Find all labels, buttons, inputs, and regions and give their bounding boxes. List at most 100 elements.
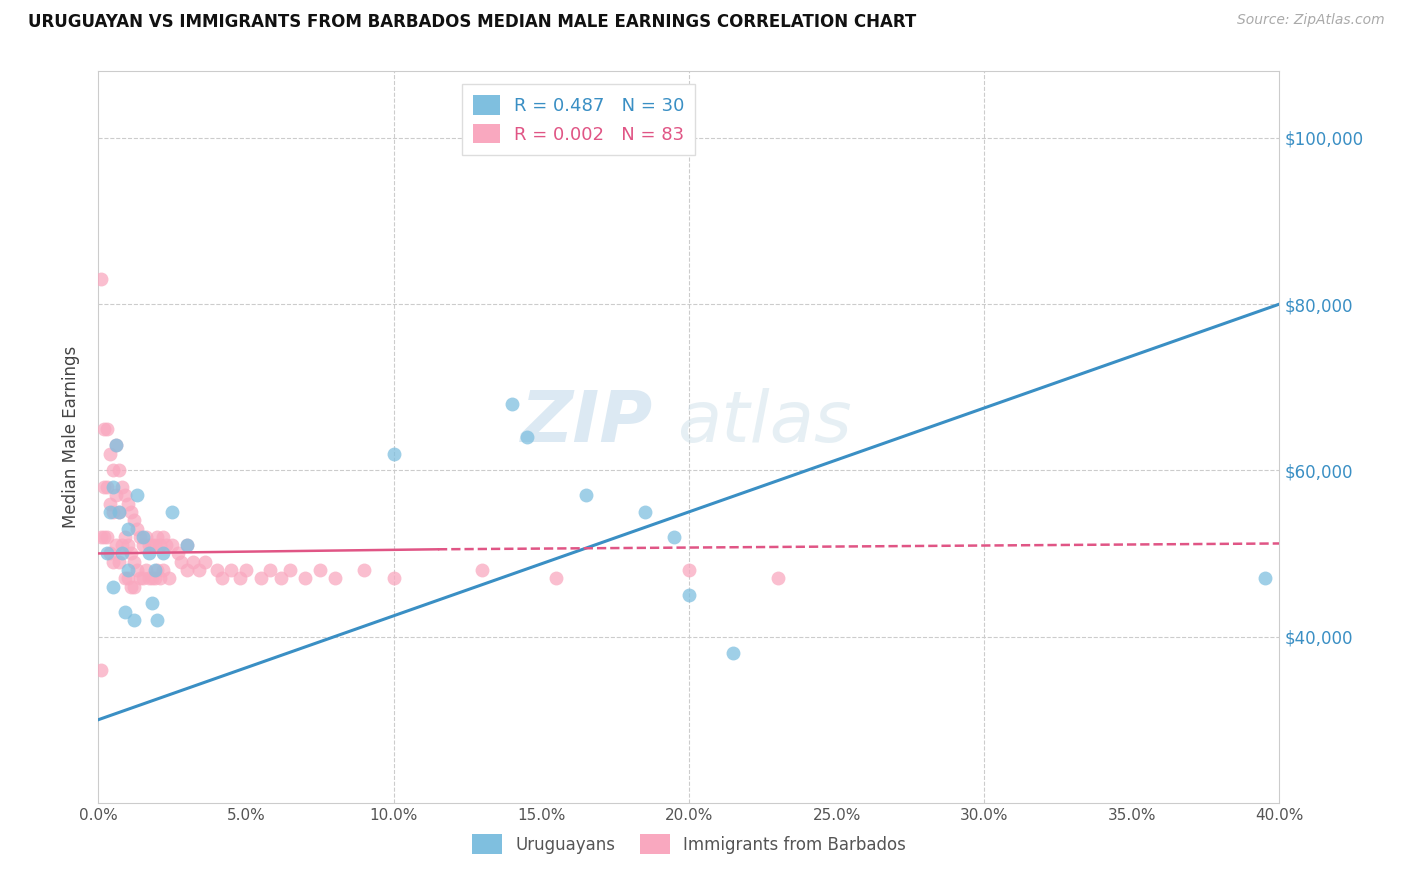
- Point: [211, 571, 233, 585]
- Point: [146, 530, 169, 544]
- Point: [162, 505, 183, 519]
- Point: [152, 563, 174, 577]
- Point: [120, 505, 142, 519]
- Point: [135, 530, 157, 544]
- Point: [103, 580, 125, 594]
- Point: [105, 438, 128, 452]
- Point: [382, 447, 405, 461]
- Point: [128, 571, 150, 585]
- Point: [135, 563, 157, 577]
- Point: [98, 505, 121, 519]
- Point: [105, 488, 128, 502]
- Point: [501, 397, 523, 411]
- Point: [96, 422, 118, 436]
- Point: [221, 563, 243, 577]
- Point: [98, 546, 121, 560]
- Point: [229, 571, 252, 585]
- Point: [90, 272, 112, 286]
- Point: [90, 663, 112, 677]
- Point: [270, 571, 292, 585]
- Point: [132, 538, 155, 552]
- Point: [149, 538, 172, 552]
- Point: [143, 571, 166, 585]
- Point: [157, 571, 180, 585]
- Point: [146, 613, 169, 627]
- Point: [678, 563, 700, 577]
- Point: [122, 513, 145, 527]
- Point: [723, 646, 745, 660]
- Point: [122, 613, 145, 627]
- Point: [93, 530, 115, 544]
- Point: [108, 505, 131, 519]
- Point: [194, 555, 217, 569]
- Point: [235, 563, 257, 577]
- Point: [141, 538, 163, 552]
- Point: [96, 530, 118, 544]
- Point: [96, 546, 118, 560]
- Point: [309, 563, 332, 577]
- Point: [103, 555, 125, 569]
- Point: [122, 580, 145, 594]
- Point: [103, 505, 125, 519]
- Point: [152, 546, 174, 560]
- Text: ZIP: ZIP: [522, 388, 654, 457]
- Point: [132, 530, 155, 544]
- Point: [250, 571, 273, 585]
- Point: [323, 571, 346, 585]
- Point: [98, 447, 121, 461]
- Point: [634, 505, 657, 519]
- Point: [143, 563, 166, 577]
- Text: atlas: atlas: [678, 388, 852, 457]
- Point: [259, 563, 281, 577]
- Point: [103, 480, 125, 494]
- Point: [93, 480, 115, 494]
- Point: [108, 505, 131, 519]
- Point: [103, 463, 125, 477]
- Point: [114, 488, 136, 502]
- Point: [108, 555, 131, 569]
- Point: [105, 438, 128, 452]
- Point: [98, 497, 121, 511]
- Point: [471, 563, 494, 577]
- Point: [280, 563, 302, 577]
- Point: [162, 538, 183, 552]
- Point: [138, 538, 160, 552]
- Point: [176, 538, 198, 552]
- Point: [294, 571, 316, 585]
- Point: [170, 555, 193, 569]
- Point: [146, 563, 169, 577]
- Point: [176, 563, 198, 577]
- Point: [122, 555, 145, 569]
- Point: [120, 580, 142, 594]
- Point: [117, 521, 139, 535]
- Point: [516, 430, 538, 444]
- Point: [141, 596, 163, 610]
- Point: [138, 571, 160, 585]
- Point: [766, 571, 789, 585]
- Point: [117, 497, 139, 511]
- Point: [546, 571, 568, 585]
- Point: [114, 605, 136, 619]
- Point: [575, 488, 598, 502]
- Point: [120, 546, 142, 560]
- Point: [125, 488, 148, 502]
- Point: [117, 538, 139, 552]
- Point: [125, 563, 148, 577]
- Point: [96, 480, 118, 494]
- Text: Source: ZipAtlas.com: Source: ZipAtlas.com: [1237, 13, 1385, 28]
- Point: [90, 530, 112, 544]
- Point: [93, 422, 115, 436]
- Point: [149, 571, 172, 585]
- Point: [108, 463, 131, 477]
- Point: [117, 563, 139, 577]
- Point: [117, 571, 139, 585]
- Point: [382, 571, 405, 585]
- Point: [176, 538, 198, 552]
- Point: [128, 530, 150, 544]
- Y-axis label: Median Male Earnings: Median Male Earnings: [62, 346, 80, 528]
- Point: [111, 538, 134, 552]
- Point: [141, 571, 163, 585]
- Legend: Uruguayans, Immigrants from Barbados: Uruguayans, Immigrants from Barbados: [465, 828, 912, 860]
- Point: [187, 563, 209, 577]
- Point: [664, 530, 686, 544]
